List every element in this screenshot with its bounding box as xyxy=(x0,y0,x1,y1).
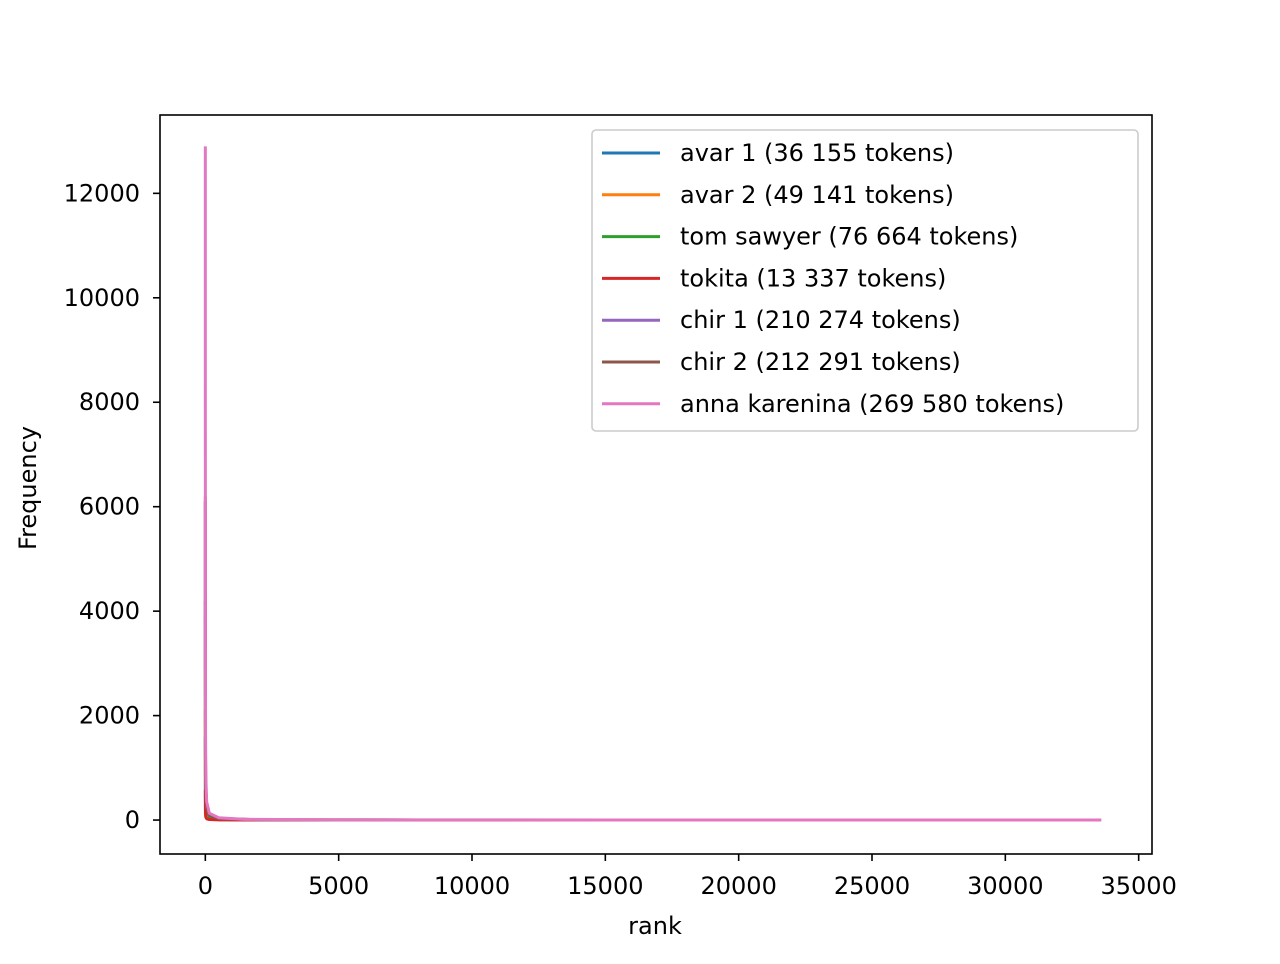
x-tick-label-7: 35000 xyxy=(1100,872,1176,900)
legend-label-2: tom sawyer (76 664 tokens) xyxy=(680,223,1018,251)
y-tick-label-2: 4000 xyxy=(79,597,140,625)
y-tick-label-4: 8000 xyxy=(79,388,140,416)
y-tick-label-1: 2000 xyxy=(79,702,140,730)
x-tick-label-4: 20000 xyxy=(700,872,776,900)
series-layer xyxy=(203,146,1102,822)
legend: avar 1 (36 155 tokens) avar 2 (49 141 tok… xyxy=(591,129,1139,432)
y-tick-label-0: 0 xyxy=(125,806,140,834)
legend-label-6: anna karenina (269 580 tokens) xyxy=(680,390,1064,418)
series-line-6 xyxy=(203,146,1102,822)
legend-frame xyxy=(591,129,1139,432)
x-tick-label-2: 10000 xyxy=(434,872,510,900)
x-axis-ticks: 0 5000 10000 15000 20000 25000 30000 35000 xyxy=(198,854,1177,900)
x-tick-label-1: 5000 xyxy=(308,872,369,900)
legend-label-5: chir 2 (212 291 tokens) xyxy=(680,348,961,376)
legend-label-1: avar 2 (49 141 tokens) xyxy=(680,181,954,209)
legend-label-3: tokita (13 337 tokens) xyxy=(680,264,946,292)
y-tick-label-5: 10000 xyxy=(64,284,140,312)
x-axis-label: rank xyxy=(628,912,682,940)
y-axis-ticks: 0 2000 4000 6000 8000 10000 12000 xyxy=(64,179,160,834)
x-tick-label-6: 30000 xyxy=(967,872,1043,900)
x-tick-label-5: 25000 xyxy=(834,872,910,900)
legend-label-4: chir 1 (210 274 tokens) xyxy=(680,306,961,334)
plot-frame xyxy=(159,114,1153,855)
y-tick-label-6: 12000 xyxy=(64,179,140,207)
y-axis-label: Frequency xyxy=(14,426,42,550)
legend-label-0: avar 1 (36 155 tokens) xyxy=(680,139,954,167)
x-tick-label-0: 0 xyxy=(198,872,213,900)
y-tick-label-3: 6000 xyxy=(79,493,140,521)
x-tick-label-3: 15000 xyxy=(567,872,643,900)
